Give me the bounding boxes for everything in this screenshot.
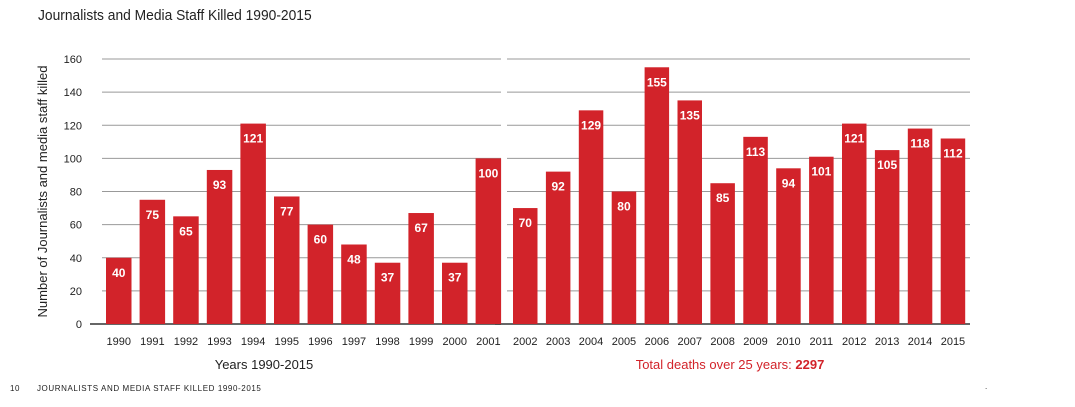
x-axis-label: Years 1990-2015 [215,357,314,372]
bar-value-label: 77 [280,204,294,218]
bar-value-label: 113 [746,145,766,159]
y-tick-label: 140 [64,87,82,99]
bar-value-label: 75 [146,208,160,222]
x-tick-label: 1998 [375,336,399,348]
bar [513,208,538,324]
y-tick-label: 20 [70,286,82,298]
bar [106,257,132,324]
y-tick-label: 160 [64,54,82,66]
x-tick-label: 2013 [875,336,899,348]
bar [475,158,502,324]
x-tick-label: 2005 [612,336,636,348]
x-tick-label: 1994 [241,336,265,348]
bar [545,171,571,324]
x-tick-label: 2002 [513,336,537,348]
x-tick-label: 1995 [275,336,299,348]
x-tick-label: 2011 [810,336,834,348]
bar [274,196,300,324]
bar-value-label: 155 [647,75,667,89]
y-tick-label: 80 [70,187,82,199]
bar-value-label: 60 [314,233,328,247]
bar [907,128,933,324]
bar-value-label: 101 [811,165,831,179]
bar [139,199,166,324]
x-tick-label: 2015 [941,336,965,348]
y-tick-label: 60 [70,220,82,232]
y-tick-label: 40 [70,253,82,265]
bar [842,123,867,324]
bar [307,224,334,324]
x-tick-label: 2001 [476,336,500,348]
bar [408,213,434,324]
x-tick-label: 1992 [174,336,198,348]
x-tick-label: 1997 [342,336,366,348]
page-footer: 10 JOURNALISTS AND MEDIA STAFF KILLED 19… [10,384,261,393]
x-tick-label: 2009 [743,336,767,348]
bar [809,156,834,324]
bar-value-label: 92 [551,180,565,194]
bar [173,216,199,324]
x-tick-label: 2012 [842,336,866,348]
bar-value-label: 70 [519,216,533,230]
bar-value-label: 135 [680,108,700,122]
footer-dot: . [985,382,988,391]
bar [206,169,233,324]
y-tick-label: 100 [64,153,82,165]
x-tick-label: 2000 [443,336,467,348]
bar-value-label: 40 [112,266,126,280]
x-tick-label: 1990 [107,336,131,348]
bar [611,191,637,324]
bar [442,262,468,324]
bar [940,138,966,324]
total-deaths-annotation: Total deaths over 25 years: 2297 [636,357,825,372]
x-tick-label: 2004 [579,336,603,348]
bar-value-label: 80 [617,200,631,214]
bar [776,168,801,324]
x-tick-label: 1991 [140,336,164,348]
bar [677,100,702,324]
bar [644,67,670,324]
bar-value-label: 112 [943,147,963,161]
bar [341,244,367,324]
bar-value-label: 48 [347,253,361,267]
bar-value-label: 85 [716,191,730,205]
y-axis-label: Number of Journalists and media staff ki… [35,66,50,318]
bar-value-label: 129 [581,118,601,132]
bar-value-label: 37 [448,271,462,285]
footer-text: JOURNALISTS AND MEDIA STAFF KILLED 1990-… [36,384,262,393]
y-tick-label: 120 [64,120,82,132]
bar [240,123,266,324]
x-tick-label: 2007 [678,336,702,348]
bar-value-label: 94 [782,176,796,190]
x-tick-label: 1996 [308,336,332,348]
bar-value-label: 118 [910,137,930,151]
x-tick-label: 1993 [207,336,231,348]
bar-value-label: 67 [414,221,428,235]
bar-value-label: 121 [243,132,263,146]
bar [710,183,735,324]
bar [874,150,900,324]
x-tick-label: 2014 [908,336,932,348]
page-number: 10 [10,384,21,393]
x-tick-label: 2008 [710,336,734,348]
bar [578,110,604,324]
bar-value-label: 65 [179,224,193,238]
total-deaths-label: Total deaths over 25 years: [636,357,796,372]
bar-value-label: 121 [844,132,864,146]
bar-value-label: 37 [381,271,395,285]
bar-value-label: 105 [877,158,897,172]
x-tick-label: 2003 [546,336,570,348]
chart-title: Journalists and Media Staff Killed 1990-… [38,7,312,24]
total-deaths-value: 2297 [795,357,824,372]
bar-value-label: 93 [213,178,227,192]
bar-value-label: 100 [478,166,498,180]
bar [374,262,401,324]
x-tick-label: 2006 [645,336,669,348]
x-tick-label: 1999 [409,336,433,348]
x-tick-label: 2010 [776,336,800,348]
bar [743,136,768,324]
y-tick-label: 0 [76,319,82,331]
